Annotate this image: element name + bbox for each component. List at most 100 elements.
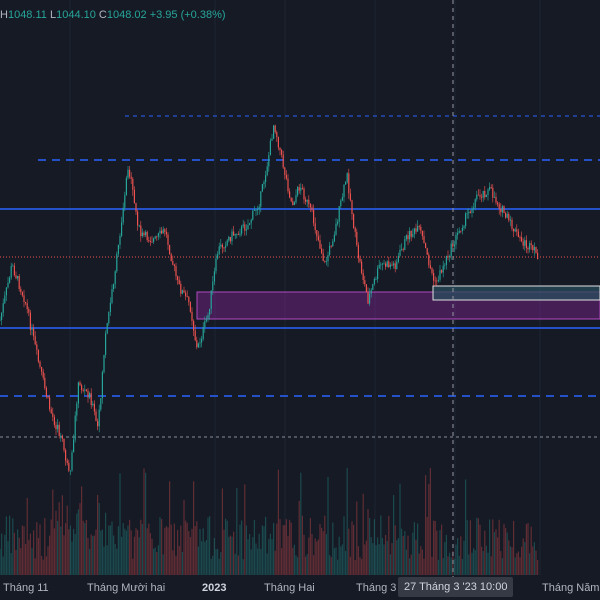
legend-l-key: L [49, 9, 57, 21]
volume-bar [517, 551, 519, 575]
volume-bar [439, 530, 441, 575]
volume-bar [385, 535, 387, 575]
candle-body [298, 187, 300, 191]
volume-bar [205, 540, 207, 575]
candle-body [309, 204, 311, 208]
legend-l-value: 1044.10 [56, 9, 96, 21]
candle-body [28, 309, 30, 313]
candle-body [31, 328, 33, 330]
volume-bar [444, 542, 446, 575]
candle-body [457, 233, 459, 235]
volume-bar [463, 540, 465, 575]
volume-bar [175, 555, 177, 575]
candle-body [34, 336, 36, 345]
volume-bar [60, 526, 62, 575]
volume-bar [356, 501, 358, 575]
candle-body [68, 462, 70, 471]
candle-body [122, 207, 124, 223]
candle-body [41, 366, 43, 372]
volume-bar [260, 548, 262, 575]
time-axis-label: Tháng Mười hai [87, 582, 165, 594]
volume-bar [85, 519, 87, 575]
candle-body [191, 311, 193, 321]
candle-body [170, 254, 172, 262]
volume-bar [485, 545, 487, 575]
volume-bar [2, 556, 4, 575]
candle-body [306, 199, 308, 202]
candle-body [217, 254, 219, 259]
volume-bar [119, 473, 121, 575]
volume-bar [204, 541, 206, 575]
volume-bar [153, 548, 155, 575]
volume-bar [68, 529, 70, 575]
candle-body [225, 245, 227, 248]
volume-bar [194, 526, 196, 575]
candle-body [173, 264, 175, 267]
volume-bar [519, 557, 521, 575]
volume-bar [429, 467, 431, 575]
time-axis-label: Tháng 11 [3, 582, 49, 594]
candle-body [346, 173, 348, 183]
candle-body [26, 303, 28, 310]
volume-bar [148, 523, 150, 575]
candle-body [397, 255, 399, 262]
volume-bar [359, 557, 361, 575]
candle-body [274, 125, 276, 133]
volume-bar [76, 513, 78, 575]
volume-bar [71, 541, 73, 575]
volume-bar [66, 505, 68, 575]
volume-bar [249, 534, 251, 575]
candle-body [420, 226, 422, 231]
volume-bar [34, 558, 36, 575]
candle-body [138, 225, 140, 227]
candle-body [148, 240, 150, 242]
volume-bar [348, 528, 350, 575]
volume-bar [244, 484, 246, 575]
volume-bar [247, 539, 249, 575]
candle-body [396, 261, 398, 269]
volume-bar [133, 536, 135, 575]
volume-bar [137, 530, 139, 575]
volume-bar [191, 528, 193, 575]
volume-bar [47, 546, 49, 575]
volume-bar [273, 523, 275, 575]
volume-bar [52, 489, 54, 575]
volume-bar [63, 535, 65, 575]
volume-bar [207, 517, 209, 575]
volume-bar [31, 548, 33, 575]
candle-body [503, 206, 505, 214]
candle-body [113, 284, 115, 289]
volume-bar [421, 549, 423, 575]
volume-bar [173, 523, 175, 575]
volume-bar [321, 527, 323, 575]
candles [0, 124, 539, 476]
volume-bar [0, 549, 1, 575]
candle-body [362, 273, 364, 280]
volume-bar [465, 479, 467, 575]
volume-bar [487, 552, 489, 575]
candle-body [522, 241, 524, 246]
candle-body [329, 245, 331, 255]
candle-body [413, 228, 415, 235]
candle-body [372, 284, 374, 290]
candle-body [218, 246, 220, 255]
volume-bar [337, 559, 339, 575]
volume-bar [130, 530, 132, 575]
volume-bar [514, 557, 516, 575]
volume-bar [159, 517, 161, 575]
candle-body [332, 241, 334, 247]
volume-bar [26, 498, 28, 575]
volume-bar [306, 554, 308, 575]
volume-bar [305, 556, 307, 575]
candle-body [423, 236, 425, 244]
candle-body [165, 231, 167, 235]
volume-bar [482, 551, 484, 575]
volume-bar [180, 525, 182, 575]
volume-bar [105, 512, 107, 575]
candle-body [418, 226, 420, 227]
volume-bar [477, 518, 479, 575]
candle-body [373, 278, 375, 284]
volume-bar [178, 546, 180, 575]
